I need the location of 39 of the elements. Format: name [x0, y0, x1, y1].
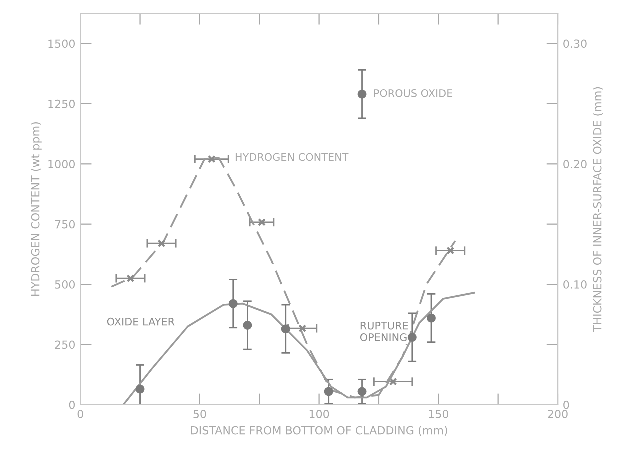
y-tick-label: 1250	[48, 100, 75, 108]
annotation: RUPTURE OPENING	[360, 322, 408, 342]
y2-tick-label: 0.30	[564, 40, 587, 48]
x-tick-label: 200	[548, 410, 568, 418]
point	[208, 155, 216, 164]
y2-tick-label: 0.20	[564, 160, 587, 169]
point	[158, 240, 166, 248]
point	[281, 324, 290, 334]
x-axis-title: DISTANCE FROM BOTTOM OF CLADDING (mm)	[191, 426, 448, 436]
y2-tick-label: 0	[564, 400, 570, 410]
y2-tick-label: 0.10	[564, 280, 587, 289]
x-tick-label: 0	[78, 410, 84, 418]
point	[258, 218, 266, 226]
x-tick-label: 150	[429, 410, 449, 418]
y-tick-label: 1500	[48, 40, 75, 48]
annotation: OXIDE LAYER	[107, 318, 175, 326]
point	[358, 90, 367, 99]
y2-axis-title: THICKNESS OF INNER-SURFACE OXIDE (mm)	[593, 87, 604, 332]
y-tick-label: 500	[55, 280, 75, 289]
y-tick-label: 0	[69, 400, 75, 410]
point	[243, 320, 252, 330]
point	[228, 299, 238, 308]
annotation: HYDROGEN CONTENT	[236, 153, 349, 162]
point	[324, 387, 334, 396]
point	[389, 378, 398, 386]
y-axis-title: HYDROGEN CONTENT (wt ppm)	[31, 122, 42, 296]
point	[136, 384, 145, 394]
y-tick-label: 250	[55, 340, 75, 350]
y-tick-label: 1000	[48, 160, 75, 169]
annotation: POROUS OXIDE	[374, 89, 453, 98]
point	[408, 333, 417, 342]
point	[426, 314, 436, 323]
point	[446, 246, 455, 255]
x-tick-label: 50	[194, 410, 206, 418]
point	[298, 324, 307, 333]
y-tick-label: 750	[55, 220, 75, 229]
point	[358, 387, 367, 396]
x-tick-label: 100	[310, 410, 330, 418]
point	[126, 274, 135, 283]
